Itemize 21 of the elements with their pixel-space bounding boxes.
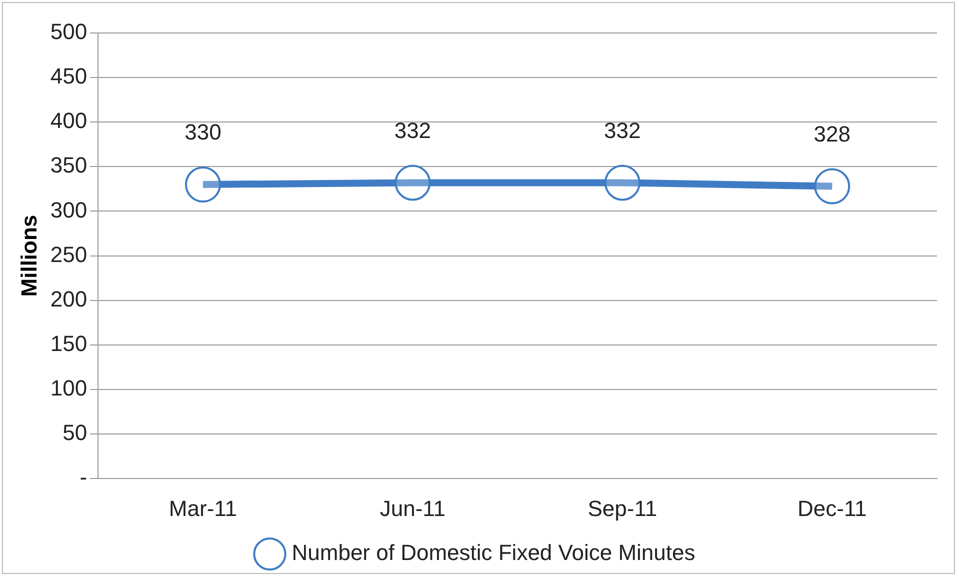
- y-axis-title: Millions: [16, 214, 42, 297]
- y-tick-label: 100: [50, 376, 88, 401]
- y-tick-label: 450: [50, 64, 88, 89]
- y-tick-label: 400: [50, 108, 88, 134]
- y-tick-label: 350: [50, 152, 88, 178]
- y-tick-label: 200: [50, 286, 88, 312]
- data-label: 328: [814, 121, 850, 146]
- y-tick-label: 150: [50, 330, 88, 356]
- data-label: 332: [394, 118, 432, 143]
- data-label: 330: [184, 120, 222, 145]
- x-tick-label: Mar-11: [168, 496, 237, 521]
- y-tick-label: 300: [50, 197, 88, 222]
- x-tick-label: Sep-11: [588, 496, 658, 521]
- y-tick-label: 50: [62, 420, 88, 446]
- x-tick-label: Dec-11: [797, 496, 867, 521]
- legend-label: Number of Domestic Fixed Voice Minutes: [292, 540, 696, 566]
- data-label: 332: [604, 118, 641, 143]
- y-tick-label: 500: [50, 19, 88, 44]
- y-tick-label: -: [80, 464, 88, 490]
- x-tick-label: Jun-11: [380, 496, 446, 521]
- y-tick-label: 250: [50, 242, 88, 267]
